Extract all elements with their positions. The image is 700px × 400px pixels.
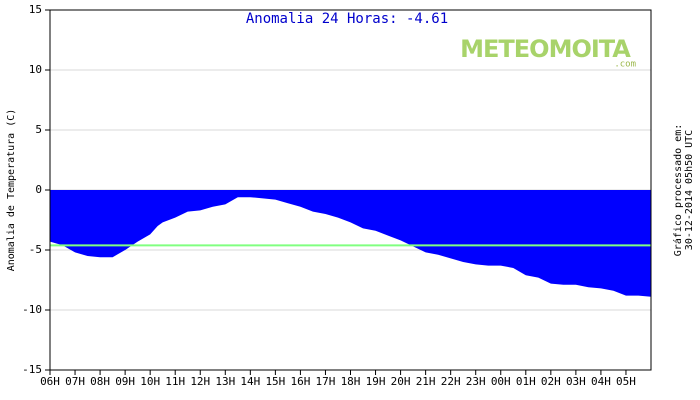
logo: METEOMOITA xyxy=(460,35,631,63)
x-tick-label: 05H xyxy=(616,375,636,388)
y-tick-label: -10 xyxy=(22,303,42,316)
x-tick-label: 14H xyxy=(240,375,260,388)
x-tick-label: 19H xyxy=(366,375,386,388)
x-tick-label: 09H xyxy=(115,375,135,388)
x-tick-label: 18H xyxy=(341,375,361,388)
x-tick-label: 12H xyxy=(190,375,210,388)
x-tick-label: 16H xyxy=(290,375,310,388)
x-tick-label: 22H xyxy=(441,375,461,388)
x-tick-label: 20H xyxy=(391,375,411,388)
y-tick-label: 5 xyxy=(35,123,42,136)
plot-frame xyxy=(49,9,652,371)
y-tick-label: 10 xyxy=(29,63,42,76)
y-tick-label: -5 xyxy=(29,243,42,256)
x-tick-label: 07H xyxy=(65,375,85,388)
chart-title: Anomalia 24 Horas: -4.61 xyxy=(246,11,448,27)
x-tick-label: 13H xyxy=(215,375,235,388)
x-tick-label: 17H xyxy=(316,375,336,388)
x-tick-label: 06H xyxy=(40,375,60,388)
x-tick-label: 03H xyxy=(566,375,586,388)
side-note: Gráfico processado em: xyxy=(672,124,684,256)
x-tick-label: 02H xyxy=(541,375,561,388)
x-tick-label: 10H xyxy=(140,375,160,388)
x-tick-label: 04H xyxy=(591,375,611,388)
area xyxy=(50,190,651,297)
x-tick-label: 11H xyxy=(165,375,185,388)
x-tick-label: 21H xyxy=(416,375,436,388)
x-tick-label: 00H xyxy=(491,375,511,388)
y-tick-label: 0 xyxy=(35,183,42,196)
x-tick-label: 15H xyxy=(265,375,285,388)
x-tick-label: 08H xyxy=(90,375,110,388)
x-tick-label: 01H xyxy=(516,375,536,388)
y-tick-label: 15 xyxy=(29,3,42,16)
y-axis-label: Anomalia de Temperatura (C) xyxy=(6,109,17,272)
y-tick-label: -15 xyxy=(22,363,42,376)
side-note: 30-12-2014 05h50 UTC xyxy=(684,130,695,250)
logo-suffix: .com xyxy=(614,60,636,70)
x-tick-label: 23H xyxy=(466,375,486,388)
